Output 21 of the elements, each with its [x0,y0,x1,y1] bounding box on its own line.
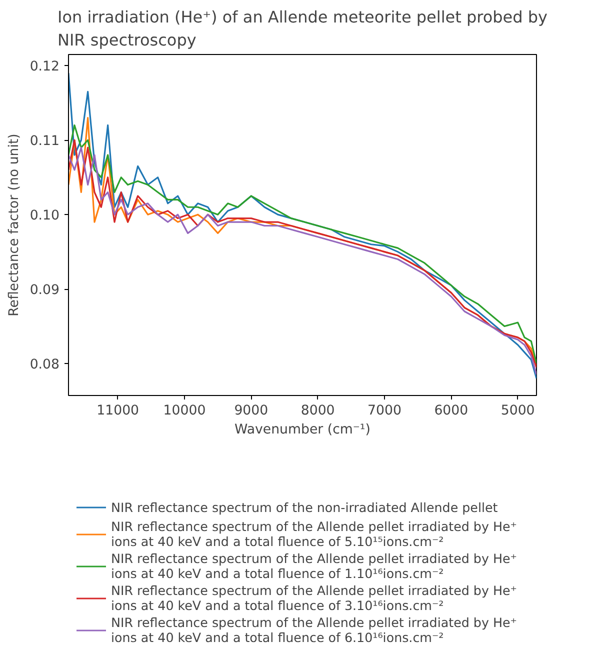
y-tick-label: 0.09 [30,283,60,298]
chart-title: Ion irradiation (He⁺) of an Allende meteorite pellet probed by NIR spectroscopy [57,8,548,50]
y-tick-label: 0.08 [30,357,60,372]
x-tick-label: 6000 [434,404,468,418]
x-tick-label: 9000 [234,404,268,418]
x-tick-label: 10000 [163,404,206,418]
x-tick-label: 8000 [300,404,335,418]
line-series [68,72,536,380]
y-tick-label: 0.10 [30,208,60,224]
y-tick-label: 0.12 [30,60,60,75]
x-axis-title: Wavenumber (cm⁻¹) [234,422,370,438]
x-tick-label: 5000 [500,404,535,418]
y-axis-title: Reflectance factor (no unit) [6,134,22,316]
legend-label: NIR reflectance spectrum of the non-irradiated Allende pellet [111,500,498,514]
legend-label: NIR reflectance spectrum of the Allende pellet irradiated by He⁺ ions at 40 keV and a total fluence of 6.10¹⁶ions.cm⁻² [111,615,517,645]
legend-label: NIR reflectance spectrum of the Allende pellet irradiated by He⁺ ions at 40 keV and a total fluence of 3.10¹⁶ions.cm⁻² [111,583,517,613]
legend-label: NIR reflectance spectrum of the Allende pellet irradiated by He⁺ ions at 40 keV and a total fluence of 1.10¹⁶ions.cm⁻² [111,551,517,581]
x-tick-label: 7000 [368,404,402,418]
legend-label: NIR reflectance spectrum of the Allende pellet irradiated by He⁺ ions at 40 keV and a total fluence of 5.10¹⁵ions.cm⁻² [111,519,517,549]
y-tick-label: 0.11 [30,134,60,150]
x-tick-label: 11000 [96,404,140,418]
